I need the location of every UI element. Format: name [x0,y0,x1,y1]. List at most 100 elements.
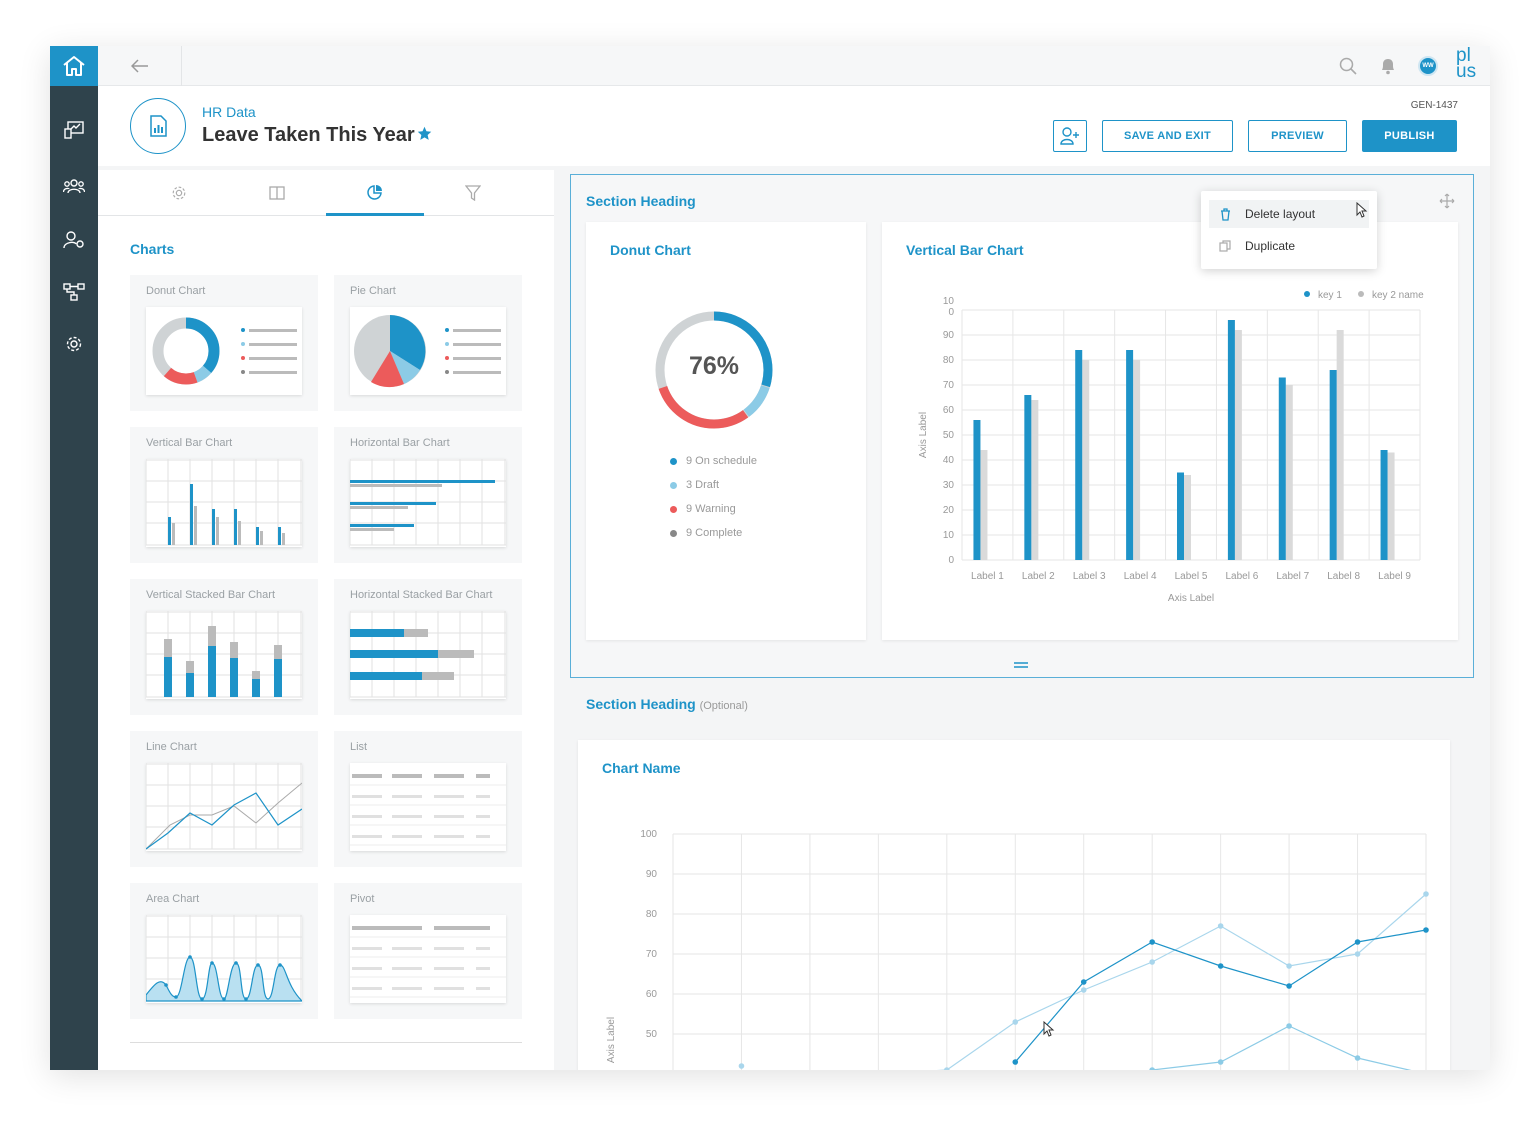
legend-swatch [1304,291,1310,297]
bar-key-2[interactable] [1234,330,1242,560]
sidebar-item-user-settings[interactable] [62,228,86,252]
data-point[interactable] [1012,1019,1019,1025]
layout-columns-icon [269,186,285,200]
data-point[interactable] [1354,951,1361,957]
publish-button[interactable]: PUBLISH [1362,120,1457,152]
legend-item: 9 Complete [670,527,742,539]
bar-key-1[interactable] [1329,370,1337,560]
avatar[interactable]: WW [1418,56,1438,76]
data-point[interactable] [1286,1023,1292,1029]
bar-key-1[interactable] [1278,377,1286,561]
bar-key-1[interactable] [1024,395,1032,560]
data-point[interactable] [1354,1055,1361,1061]
bell-icon [1382,59,1394,75]
section-heading[interactable]: Section Heading [586,193,696,209]
chart-card-pie[interactable]: Pie Chart [334,275,522,411]
chart-card-vertical-bar[interactable]: Vertical Bar Chart [130,427,318,563]
team-icon [63,179,85,194]
legend-item: 9 On schedule [670,455,757,467]
move-handle[interactable] [1439,193,1457,211]
bar-key-1[interactable] [1177,472,1184,561]
bar-key-2[interactable] [1184,475,1191,560]
bar-key-2[interactable] [1285,385,1293,560]
x-tick-label: Label 1 [971,571,1004,582]
app-window: WW pl us HR Data Leave Taken This Year G… [50,46,1490,1070]
data-point[interactable] [1149,1067,1155,1070]
data-point[interactable] [944,1067,950,1070]
data-point[interactable] [1149,939,1155,945]
notifications-button[interactable] [1376,54,1400,78]
data-point[interactable] [1423,927,1429,933]
save-and-exit-button[interactable]: SAVE AND EXIT [1102,120,1233,152]
bar-key-2[interactable] [1387,452,1395,561]
dashboard-chart-icon [64,121,84,139]
section-heading-text: Section Heading [586,696,696,712]
section-selected[interactable]: Section Heading Donut Chart 76% 9 On sch… [570,174,1474,678]
duplicate-menu-item[interactable]: Duplicate [1209,232,1369,260]
bar-key-2[interactable] [1133,360,1141,560]
tab-layout[interactable] [228,170,326,216]
data-point[interactable] [1286,963,1292,969]
favorite-button[interactable] [417,126,432,146]
bar-key-2[interactable] [980,450,988,560]
tab-settings[interactable] [130,170,228,216]
bar-key-1[interactable] [1126,350,1134,560]
data-point[interactable] [1354,939,1361,945]
data-point[interactable] [1080,987,1087,993]
y-tick-label: 20 [943,505,955,516]
data-point[interactable] [738,1063,745,1069]
preview-button[interactable]: PREVIEW [1248,120,1347,152]
panel-title: Donut Chart [610,242,691,258]
bar-key-1[interactable] [1380,450,1388,560]
tab-charts[interactable] [326,170,424,216]
chart-card-area[interactable]: Area Chart [130,883,318,1019]
data-point[interactable] [1217,923,1224,929]
bar-key-1[interactable] [1075,350,1083,560]
context-menu: Delete layout Duplicate [1201,191,1377,269]
breadcrumb[interactable]: HR Data [202,104,256,120]
vertical-bar-thumbnail [145,459,302,547]
chart-card-horizontal-stacked-bar[interactable]: Horizontal Stacked Bar Chart [334,579,522,715]
sidebar-item-hierarchy[interactable] [62,280,86,304]
data-point[interactable] [1286,983,1292,989]
add-user-button[interactable] [1053,120,1087,152]
data-point[interactable] [1149,959,1155,965]
data-point[interactable] [1217,1059,1224,1065]
report-id: GEN-1437 [1410,100,1458,111]
card-label: Vertical Stacked Bar Chart [146,589,276,601]
bar-key-1[interactable] [1227,320,1235,560]
data-point[interactable] [1012,1059,1019,1065]
bar-key-2[interactable] [1082,360,1090,560]
delete-layout-menu-item[interactable]: Delete layout [1209,200,1369,228]
search-button[interactable] [1336,54,1360,78]
y-tick-label: 100 [640,829,657,840]
bar-key-1[interactable] [973,420,981,560]
drag-handle-icon [1014,662,1028,668]
tab-filter[interactable] [424,170,522,216]
data-point[interactable] [1217,963,1224,969]
section-heading[interactable]: Section Heading (Optional) [586,696,748,712]
donut-center-value: 76% [688,352,740,380]
bar-key-2[interactable] [1336,330,1344,560]
bar-key-2[interactable] [1031,400,1039,560]
vertical-bar-chart-panel[interactable]: Vertical Bar Chart 0 10 20 30 40 50 60 70 80 90 10… [882,222,1458,640]
data-point[interactable] [1423,891,1429,897]
chart-card-list[interactable]: List [334,731,522,867]
sidebar-item-dashboard[interactable] [62,118,86,142]
chart-card-line[interactable]: Line Chart [130,731,318,867]
back-button[interactable] [98,46,182,86]
charts-heading: Charts [130,241,175,257]
chart-card-pivot[interactable]: Pivot [334,883,522,1019]
series-line [1148,1025,1412,1070]
donut-chart-panel[interactable]: Donut Chart 76% 9 On schedule 3 Draft 9 … [586,222,866,640]
chart-card-horizontal-bar[interactable]: Horizontal Bar Chart [334,427,522,563]
chart-card-vertical-stacked-bar[interactable]: Vertical Stacked Bar Chart [130,579,318,715]
horizontal-stacked-bar-thumbnail [349,611,506,699]
resize-handle[interactable] [1014,655,1030,668]
sidebar-item-team[interactable] [62,174,86,198]
data-point[interactable] [1080,979,1087,985]
line-chart-panel[interactable]: Chart Name 50 60 70 80 90 100 Axis Label [578,740,1450,1070]
chart-card-donut[interactable]: Donut Chart [130,275,318,411]
sidebar-item-settings[interactable] [62,332,86,356]
home-button[interactable] [50,46,98,86]
